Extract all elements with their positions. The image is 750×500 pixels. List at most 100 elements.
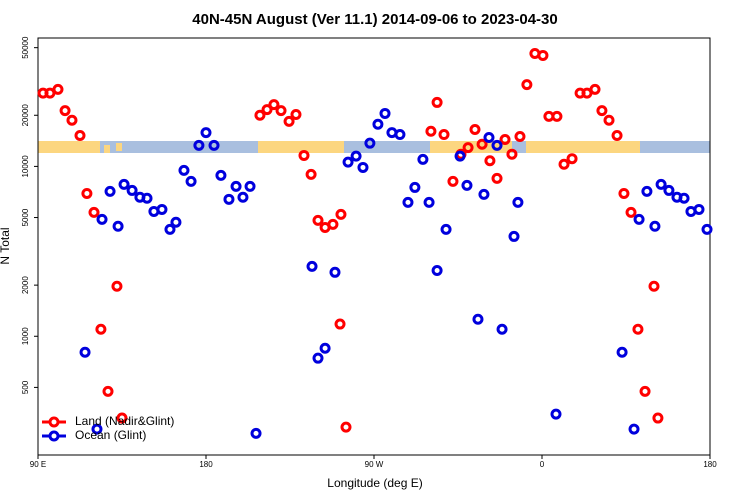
- legend-label: Land (Nadir&Glint): [75, 414, 174, 428]
- data-point: [483, 131, 495, 143]
- data-point: [118, 178, 130, 190]
- data-point: [632, 323, 644, 335]
- data-point: [551, 110, 563, 122]
- data-point: [558, 158, 570, 170]
- data-point: [701, 223, 713, 235]
- x-tick-label: 90 E: [30, 460, 46, 469]
- data-point: [409, 181, 421, 193]
- data-point: [596, 105, 608, 117]
- data-point: [141, 192, 153, 204]
- data-point: [306, 260, 318, 272]
- data-point: [454, 150, 466, 162]
- data-point: [357, 161, 369, 173]
- data-point: [95, 323, 107, 335]
- data-point: [215, 169, 227, 181]
- data-point: [693, 203, 705, 215]
- data-point: [431, 264, 443, 276]
- x-tick-label: 180: [703, 460, 717, 469]
- y-axis-label: N Total: [0, 227, 12, 264]
- data-point: [193, 139, 205, 151]
- data-point: [372, 118, 384, 130]
- data-point: [104, 185, 116, 197]
- data-point: [402, 196, 414, 208]
- data-point: [170, 216, 182, 228]
- data-point: [663, 184, 675, 196]
- data-point: [655, 178, 667, 190]
- data-point: [514, 130, 526, 142]
- data-point: [116, 412, 128, 424]
- data-point: [223, 193, 235, 205]
- data-point: [611, 130, 623, 142]
- data-point: [275, 105, 287, 117]
- y-tick-label: 10000: [21, 155, 30, 178]
- y-tick-label: 5000: [21, 208, 30, 226]
- data-point: [394, 129, 406, 141]
- data-point: [633, 213, 645, 225]
- data-point: [537, 49, 549, 61]
- data-point: [261, 104, 273, 116]
- data-point: [112, 220, 124, 232]
- data-point: [88, 206, 100, 218]
- data-point: [208, 139, 220, 151]
- data-point: [91, 423, 103, 435]
- data-point: [438, 129, 450, 141]
- data-point: [447, 175, 459, 187]
- data-point: [589, 83, 601, 95]
- data-point: [111, 280, 123, 292]
- data-point: [508, 230, 520, 242]
- data-point: [230, 180, 242, 192]
- data-point: [185, 175, 197, 187]
- data-point: [66, 114, 78, 126]
- map-strip: [38, 141, 710, 153]
- data-point: [652, 412, 664, 424]
- legend-marker: [48, 416, 60, 428]
- data-point: [342, 156, 354, 168]
- y-tick-label: 50000: [21, 36, 30, 59]
- data-point: [616, 346, 628, 358]
- data-point: [618, 187, 630, 199]
- x-tick-label: 0: [540, 460, 545, 469]
- data-point: [628, 423, 640, 435]
- data-point: [491, 172, 503, 184]
- data-point: [268, 99, 280, 111]
- land-strip: [104, 145, 110, 153]
- data-point: [164, 223, 176, 235]
- data-point: [79, 346, 91, 358]
- data-point: [254, 109, 266, 121]
- data-point: [462, 142, 474, 154]
- data-point: [472, 313, 484, 325]
- data-point: [319, 342, 331, 354]
- data-point: [312, 352, 324, 364]
- data-point: [639, 385, 651, 397]
- data-point: [250, 427, 262, 439]
- data-point: [102, 385, 114, 397]
- plot-frame: [37, 37, 711, 456]
- data-point: [476, 138, 488, 150]
- y-tick-label: 20000: [21, 104, 30, 127]
- data-point: [334, 318, 346, 330]
- y-tick-label: 2000: [21, 276, 30, 294]
- land-strip: [526, 141, 640, 153]
- data-point: [298, 149, 310, 161]
- data-point: [340, 421, 352, 433]
- data-point: [379, 107, 391, 119]
- data-point: [440, 223, 452, 235]
- data-point: [499, 133, 511, 145]
- data-point: [417, 153, 429, 165]
- data-point: [126, 184, 138, 196]
- data-point: [469, 123, 481, 135]
- x-tick-label: 90 W: [365, 460, 384, 469]
- y-tick-label: 1000: [21, 327, 30, 345]
- data-point: [641, 185, 653, 197]
- data-point: [81, 187, 93, 199]
- data-point: [283, 115, 295, 127]
- data-point: [461, 179, 473, 191]
- legend-label: Ocean (Glint): [75, 428, 146, 442]
- data-point: [52, 83, 64, 95]
- data-point: [491, 139, 503, 151]
- data-point: [521, 79, 533, 91]
- data-point: [59, 105, 71, 117]
- data-point: [96, 213, 108, 225]
- data-point: [512, 196, 524, 208]
- data-point: [350, 150, 362, 162]
